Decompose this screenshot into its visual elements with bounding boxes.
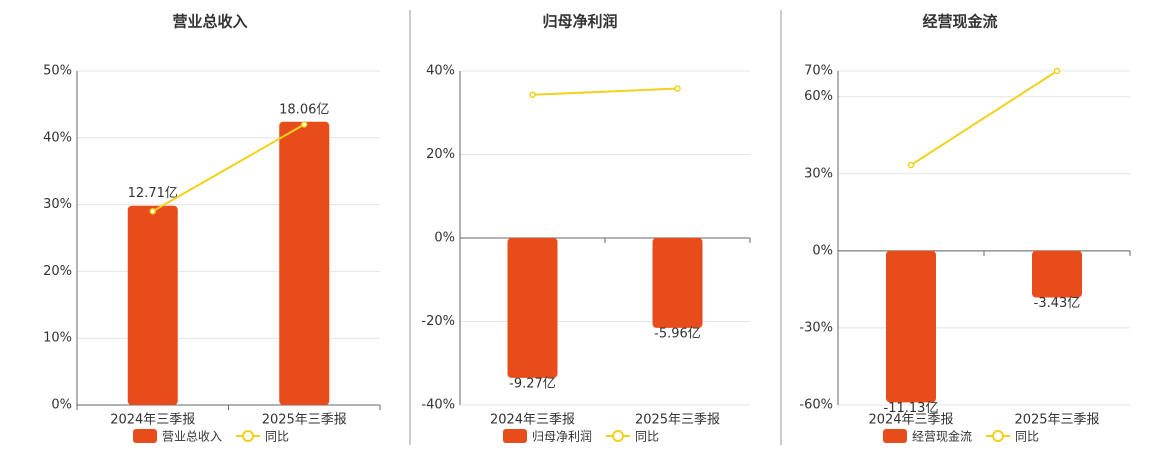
legend-swatch xyxy=(612,430,625,442)
value-label: -5.96亿 xyxy=(654,326,701,341)
legend-label: 归母净利润 xyxy=(532,430,592,444)
bar xyxy=(127,205,178,405)
chart-title: 营业总收入 xyxy=(172,13,247,31)
bar xyxy=(279,121,330,405)
legend-label: 同比 xyxy=(265,430,289,444)
value-label: 18.06亿 xyxy=(279,102,329,117)
chart-title: 经营现金流 xyxy=(922,13,997,31)
chart-title: 归母净利润 xyxy=(542,13,617,31)
x-tick-label: 2024年三季报 xyxy=(110,413,195,428)
value-label: 12.71亿 xyxy=(128,186,178,201)
line-point xyxy=(149,208,156,215)
line-point xyxy=(907,161,915,169)
y-tick-label: 10% xyxy=(43,331,72,346)
line xyxy=(152,123,305,213)
legend-swatch xyxy=(242,430,255,442)
x-tick-label: 2025年三季报 xyxy=(1014,413,1099,428)
legend-swatch xyxy=(133,429,157,443)
line-point xyxy=(674,85,681,92)
y-tick-label: 0% xyxy=(812,243,833,258)
x-tick-label: 2024年三季报 xyxy=(868,413,953,428)
line-point xyxy=(529,91,536,99)
y-tick-label: 20% xyxy=(426,147,455,162)
x-tick-label: 2025年三季报 xyxy=(262,413,347,428)
legend-label: 营业总收入 xyxy=(162,430,222,444)
legend-label: 同比 xyxy=(1015,430,1039,444)
y-tick-label: -60% xyxy=(799,398,833,413)
bar xyxy=(507,238,558,378)
y-tick-label: 70% xyxy=(804,64,833,79)
y-tick-label: 40% xyxy=(426,64,455,79)
y-tick-label: 30% xyxy=(43,197,72,212)
value-label: -9.27亿 xyxy=(509,376,556,391)
bar xyxy=(1032,250,1082,298)
value-label: -3.43亿 xyxy=(1034,296,1081,311)
legend-swatch xyxy=(992,430,1005,442)
value-label: -11.13亿 xyxy=(884,401,939,416)
y-tick-label: 50% xyxy=(43,64,72,79)
legend-swatch xyxy=(503,429,527,443)
line xyxy=(910,70,1058,166)
y-tick-label: 30% xyxy=(804,166,833,181)
y-tick-label: -40% xyxy=(421,398,455,413)
y-tick-label: -30% xyxy=(799,320,833,335)
bar xyxy=(886,250,936,403)
legend-label: 同比 xyxy=(635,430,659,444)
y-tick-label: 0% xyxy=(51,398,72,413)
y-tick-label: 40% xyxy=(43,130,72,145)
line-point xyxy=(1053,67,1061,75)
legend-label: 经营现金流 xyxy=(912,429,972,444)
y-tick-label: 0% xyxy=(434,231,455,246)
line xyxy=(532,87,678,96)
x-tick-label: 2025年三季报 xyxy=(635,413,720,428)
y-tick-label: 60% xyxy=(804,89,833,104)
x-tick-label: 2024年三季报 xyxy=(490,413,575,428)
legend-swatch xyxy=(883,429,907,443)
y-tick-label: -20% xyxy=(421,314,455,329)
line-point xyxy=(301,121,308,128)
bar xyxy=(652,238,703,328)
y-tick-label: 20% xyxy=(43,264,72,279)
